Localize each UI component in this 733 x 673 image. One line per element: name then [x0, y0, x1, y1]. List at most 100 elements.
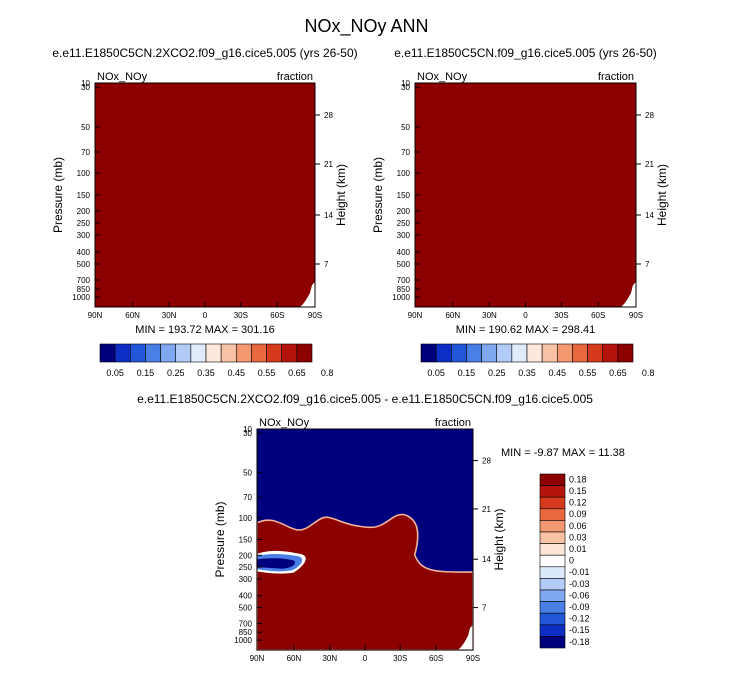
colorbar-swatch	[296, 343, 313, 363]
colorbar-swatch	[420, 343, 437, 363]
colorbar-swatch	[539, 543, 566, 556]
colorbar-swatch	[496, 343, 513, 363]
colorbar-label: -0.03	[569, 579, 590, 589]
y-tick-label: 300	[77, 231, 91, 240]
y-tick-label: 200	[77, 207, 91, 216]
colorbar-label: -0.12	[569, 614, 590, 624]
x-tick-label: 90N	[408, 311, 423, 320]
y-tick-label: 30	[81, 83, 90, 92]
figure-title: NOx_NOy ANN	[304, 16, 428, 37]
y-tick-label: 30	[243, 429, 252, 438]
tongue-core	[257, 558, 296, 569]
colorbar-swatch	[235, 343, 252, 363]
x-tick-label: 60N	[287, 654, 302, 663]
colorbar-swatch	[205, 343, 222, 363]
colorbar-label: 0.15	[569, 486, 587, 496]
colorbar-swatch	[129, 343, 146, 363]
y-tick-label: 10	[401, 79, 410, 88]
x-tick-label: 90N	[88, 311, 103, 320]
colorbar-swatch	[160, 343, 177, 363]
y-tick-label: 150	[397, 191, 411, 200]
colorbar-label: 0.25	[167, 368, 185, 378]
colorbar-swatch	[175, 343, 192, 363]
y-tick-label: 500	[77, 260, 91, 269]
y-tick-label: 250	[77, 219, 91, 228]
y-tick-label: 850	[239, 628, 253, 637]
colorbar-label: 0.55	[258, 368, 276, 378]
height-tick-label: 21	[482, 505, 491, 514]
y-tick-label: 850	[77, 285, 91, 294]
orography-mask	[300, 282, 315, 307]
colorbar-swatch	[281, 343, 298, 363]
colorbar-swatch	[539, 612, 566, 626]
colorbar-label: 0.65	[288, 368, 306, 378]
colorbar-label: 0.15	[137, 368, 155, 378]
y-tick-label: 150	[239, 536, 253, 545]
field-fill	[95, 83, 315, 307]
colorbar-swatch	[266, 343, 283, 363]
colorbar-swatch	[466, 343, 482, 363]
colorbar-label: -0.06	[569, 590, 590, 600]
colorbar-label: 0.05	[427, 368, 445, 378]
colorbar-swatch	[481, 343, 498, 363]
x-tick-label: 60N	[445, 311, 460, 320]
colorbar-swatch	[587, 343, 604, 363]
field-name-label: NOx_NOy	[417, 71, 468, 83]
colorbar-label: 0.18	[569, 474, 587, 484]
colorbar-swatch	[539, 554, 566, 568]
colorbar-swatch	[539, 566, 566, 579]
height-tick-label: 14	[482, 555, 491, 564]
y-tick-label: 100	[239, 514, 253, 523]
colorbar-swatch	[572, 343, 588, 363]
colorbar-swatch	[539, 578, 566, 591]
right-axis-title: Height (km)	[492, 508, 506, 570]
height-tick-label: 28	[482, 457, 491, 466]
panel-2: e.e11.E1850C5CN.f09_g16.cice5.005 (yrs 2…	[371, 46, 669, 378]
colorbar-label: 0.45	[228, 368, 246, 378]
y-tick-label: 100	[397, 169, 411, 178]
colorbar-swatch	[556, 343, 573, 363]
field-name-label: NOx_NOy	[259, 417, 310, 429]
colorbar-label: 0	[569, 556, 574, 566]
y-tick-label: 400	[239, 592, 253, 601]
x-tick-label: 0	[203, 311, 208, 320]
x-tick-label: 90S	[466, 654, 480, 663]
y-tick-label: 400	[397, 248, 411, 257]
colorbar-swatch	[114, 343, 131, 363]
lower-region	[256, 513, 474, 651]
x-tick-label: 0	[363, 654, 368, 663]
y-tick-label: 50	[243, 468, 252, 477]
panel-3: e.e11.E1850C5CN.2XCO2.f09_g16.cice5.005 …	[137, 392, 625, 663]
y-tick-label: 50	[401, 123, 410, 132]
colorbar-label: 0.09	[569, 509, 587, 519]
height-tick-label: 14	[324, 211, 333, 220]
x-tick-label: 30N	[322, 654, 337, 663]
colorbar-label: 0.12	[569, 498, 587, 508]
y-tick-label: 250	[397, 219, 411, 228]
y-tick-label: 250	[239, 563, 253, 572]
height-tick-label: 7	[645, 260, 650, 269]
min-max-stats: MIN = 193.72 MAX = 301.16	[135, 324, 274, 336]
y-tick-label: 30	[401, 83, 410, 92]
colorbar-swatch	[190, 343, 207, 363]
x-tick-label: 90N	[250, 654, 265, 663]
colorbar-label: -0.09	[569, 602, 590, 612]
y-tick-label: 70	[401, 148, 410, 157]
colorbar-label: 0.35	[197, 368, 215, 378]
colorbar-swatch	[251, 343, 267, 363]
colorbar-label: 0.25	[488, 368, 506, 378]
colorbar-swatch	[145, 343, 161, 363]
colorbar-swatch	[450, 343, 467, 363]
field-fill	[415, 83, 636, 307]
colorbar-swatch	[539, 520, 566, 533]
colorbar-swatch	[539, 531, 566, 544]
y-tick-label: 300	[239, 575, 253, 584]
colorbar-swatch	[435, 343, 452, 363]
y-tick-label: 500	[239, 604, 253, 613]
colorbar-label: 0.55	[579, 368, 597, 378]
right-axis-title: Height (km)	[334, 164, 348, 226]
colorbar-label: 0.01	[569, 544, 587, 554]
colorbar-label: -0.15	[569, 625, 590, 635]
colorbar-label: 0.35	[518, 368, 536, 378]
colorbar-swatch	[539, 589, 566, 602]
